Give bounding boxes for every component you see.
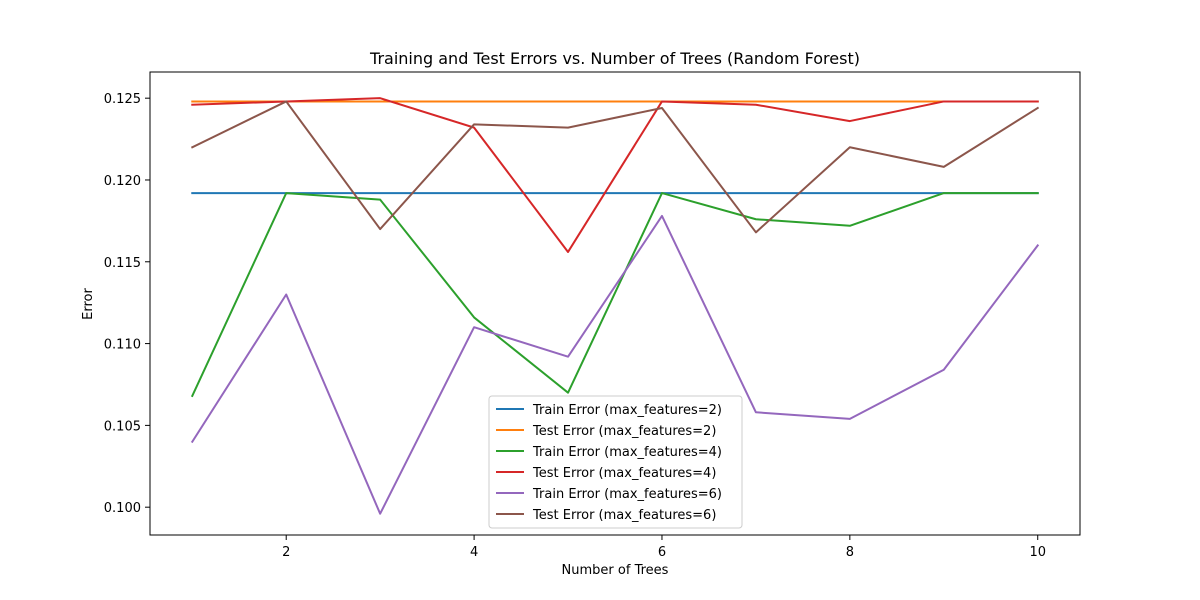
plot-area <box>190 97 1040 515</box>
x-tick-label: 10 <box>1029 545 1046 560</box>
y-tick-label: 0.100 <box>104 501 141 516</box>
x-tick-label: 6 <box>658 545 666 560</box>
y-axis: 0.100 0.105 0.110 0.115 0.120 0.125 <box>104 92 150 516</box>
y-tick-label: 0.110 <box>104 338 141 353</box>
series-line-5 <box>190 214 1040 515</box>
y-tick-label: 0.115 <box>104 256 141 271</box>
y-tick-label: 0.105 <box>104 419 141 434</box>
x-axis-label: Number of Trees <box>562 563 669 578</box>
legend: Train Error (max_features=2) Test Error (… <box>488 395 743 529</box>
y-tick-label: 0.120 <box>104 174 141 189</box>
axes-frame <box>149 71 1081 536</box>
legend-label-2: Test Error (max_features=2) <box>532 424 716 439</box>
x-tick-label: 8 <box>846 545 854 560</box>
x-axis: 2 4 6 8 10 <box>282 535 1046 560</box>
series-line-3 <box>190 192 1039 398</box>
legend-box <box>488 395 743 529</box>
series-line-4 <box>191 97 1039 253</box>
series-line-6 <box>190 100 1040 234</box>
legend-label-1: Train Error (max_features=2) <box>532 403 722 418</box>
legend-label-6: Test Error (max_features=6) <box>532 508 716 523</box>
chart-title: Training and Test Errors vs. Number of T… <box>369 49 860 68</box>
legend-label-5: Train Error (max_features=6) <box>532 487 722 502</box>
x-tick-label: 4 <box>470 545 478 560</box>
y-axis-label: Error <box>81 288 96 320</box>
legend-label-3: Train Error (max_features=4) <box>532 445 722 460</box>
x-tick-label: 2 <box>282 545 290 560</box>
y-tick-label: 0.125 <box>104 92 141 107</box>
legend-label-4: Test Error (max_features=4) <box>532 466 716 481</box>
